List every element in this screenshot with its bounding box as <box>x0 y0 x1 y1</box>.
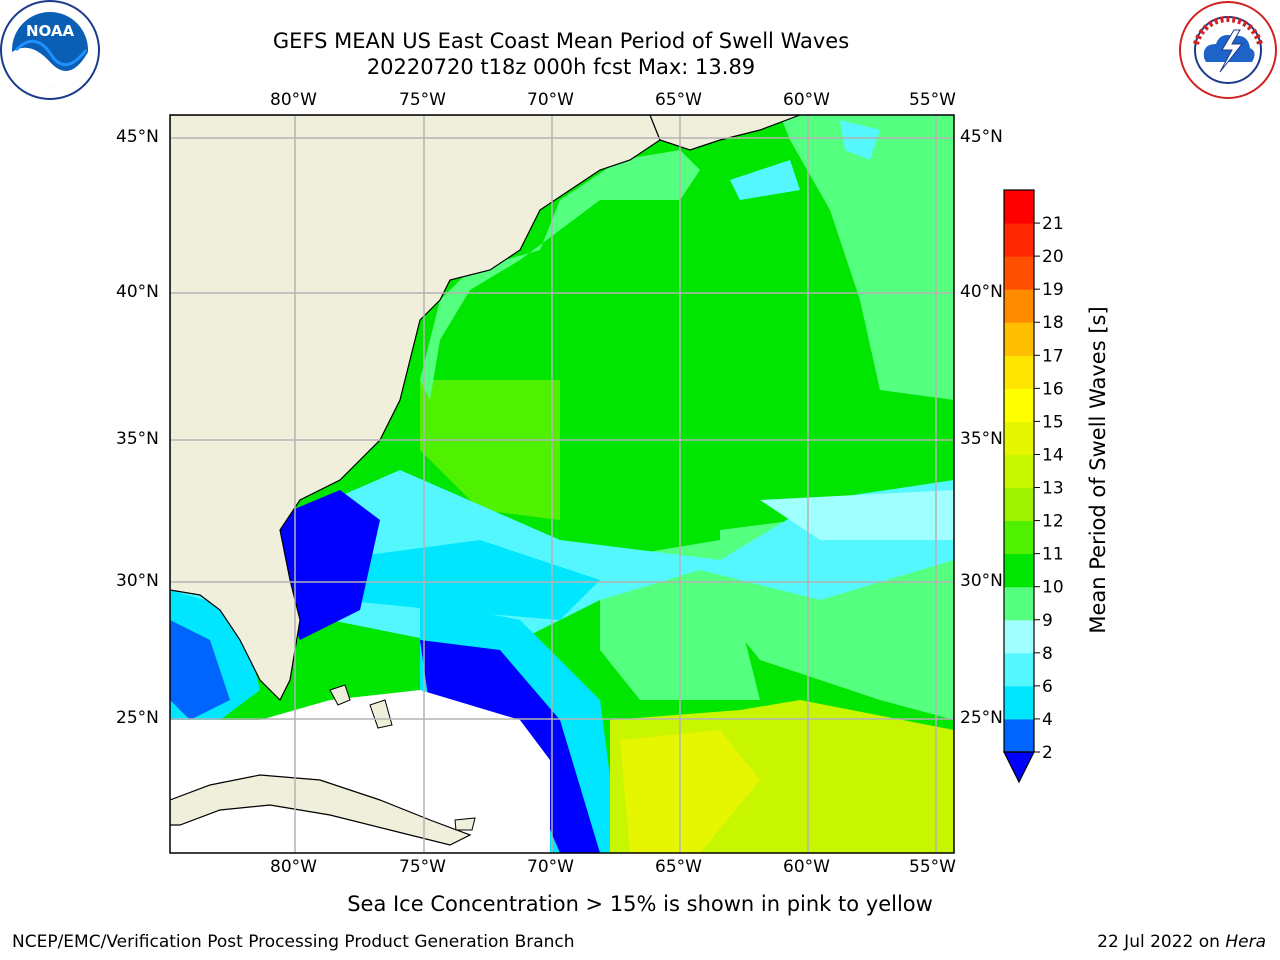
sea-ice-note: Sea Ice Concentration > 15% is shown in … <box>347 892 933 916</box>
colorbar-swatch <box>1004 322 1034 356</box>
lon-label-top: 75°W <box>399 90 446 110</box>
colorbar-tick-label: 18 <box>1042 313 1064 333</box>
colorbar-tick-label: 14 <box>1042 445 1064 465</box>
credit-text: NCEP/EMC/Verification Post Processing Pr… <box>12 932 575 952</box>
colorbar-tick-label: 9 <box>1042 611 1053 631</box>
map-title: GEFS MEAN US East Coast Mean Period of S… <box>272 29 850 53</box>
colorbar-swatch <box>1004 718 1034 753</box>
colorbar-tick-label: 21 <box>1042 214 1064 234</box>
colorbar-tick-label: 20 <box>1042 247 1064 267</box>
lat-label-left: 25°N <box>116 708 159 728</box>
colorbar-swatch <box>1004 454 1034 489</box>
lon-label-top: 80°W <box>270 90 317 110</box>
colorbar-frame <box>1003 189 1035 753</box>
colorbar-tick-label: 12 <box>1042 512 1064 532</box>
colorbar-label: Mean Period of Swell Waves [s] <box>1086 306 1110 634</box>
colorbar-swatch <box>1004 586 1034 621</box>
colorbar-swatch <box>1004 355 1034 389</box>
map-subtitle: 20220720 t18z 000h fcst Max: 13.89 <box>366 55 756 79</box>
colorbar-swatch <box>1004 256 1034 290</box>
colorbar-swatch <box>1004 553 1034 588</box>
colorbar-swatch <box>1004 190 1034 224</box>
noaa-logo-text: NOAA <box>26 22 75 40</box>
colorbar-ticks: 2 4 6 8 9 10 11 12 13 14 15 16 17 18 19 20 21 <box>1034 214 1064 763</box>
colorbar-swatch <box>1004 388 1034 422</box>
colorbar-swatch <box>1004 421 1034 455</box>
colorbar-swatch <box>1004 520 1034 555</box>
lon-label-top: 60°W <box>783 90 830 110</box>
colorbar-tick-label: 13 <box>1042 479 1064 499</box>
lat-label-right: 45°N <box>960 127 1003 147</box>
lon-label-bottom: 70°W <box>527 857 574 877</box>
colorbar-tick-label: 4 <box>1042 710 1053 730</box>
colorbar-tick-label: 19 <box>1042 280 1064 300</box>
colorbar-swatch <box>1004 652 1034 687</box>
lat-label-left: 45°N <box>116 127 159 147</box>
lat-label-left: 30°N <box>116 571 159 591</box>
lat-label-right: 25°N <box>960 708 1003 728</box>
lat-label-right: 40°N <box>960 282 1003 302</box>
map-field <box>170 115 954 853</box>
colorbar-tick-label: 16 <box>1042 379 1064 399</box>
colorbar: 2 4 6 8 9 10 11 12 13 14 15 16 17 18 19 20 21 <box>1003 189 1064 784</box>
lon-label-bottom: 55°W <box>909 857 956 877</box>
colorbar-tick-label: 11 <box>1042 545 1064 565</box>
lon-label-top: 70°W <box>527 90 574 110</box>
swell-period-map <box>169 114 955 854</box>
lat-label-right: 30°N <box>960 571 1003 591</box>
colorbar-swatch <box>1004 223 1034 257</box>
colorbar-tick-label: 15 <box>1042 412 1064 432</box>
colorbar-swatch <box>1004 487 1034 522</box>
nws-logo <box>1179 1 1277 99</box>
colorbar-extend-arrow <box>1003 751 1035 784</box>
noaa-logo: NOAA <box>0 0 100 100</box>
lat-label-left: 35°N <box>116 429 159 449</box>
lon-label-bottom: 60°W <box>783 857 830 877</box>
colorbar-tick-label: 8 <box>1042 644 1053 664</box>
date-stamp: 22 Jul 2022 on Hera <box>1097 932 1266 952</box>
lon-label-bottom: 80°W <box>270 857 317 877</box>
map-gridlines <box>170 115 954 853</box>
colorbar-swatch <box>1004 619 1034 654</box>
colorbar-swatch <box>1004 685 1034 720</box>
colorbar-swatch <box>1004 289 1034 323</box>
lat-label-right: 35°N <box>960 429 1003 449</box>
colorbar-tick-label: 10 <box>1042 578 1064 598</box>
colorbar-tick-label: 2 <box>1042 743 1053 763</box>
colorbar-tick-label: 6 <box>1042 677 1053 697</box>
lon-label-bottom: 75°W <box>399 857 446 877</box>
lon-label-top: 55°W <box>909 90 956 110</box>
lon-label-bottom: 65°W <box>655 857 702 877</box>
map-frame <box>169 114 955 854</box>
colorbar-swatches <box>1004 190 1034 753</box>
lat-label-left: 40°N <box>116 282 159 302</box>
colorbar-tick-label: 17 <box>1042 346 1064 366</box>
lon-label-top: 65°W <box>655 90 702 110</box>
